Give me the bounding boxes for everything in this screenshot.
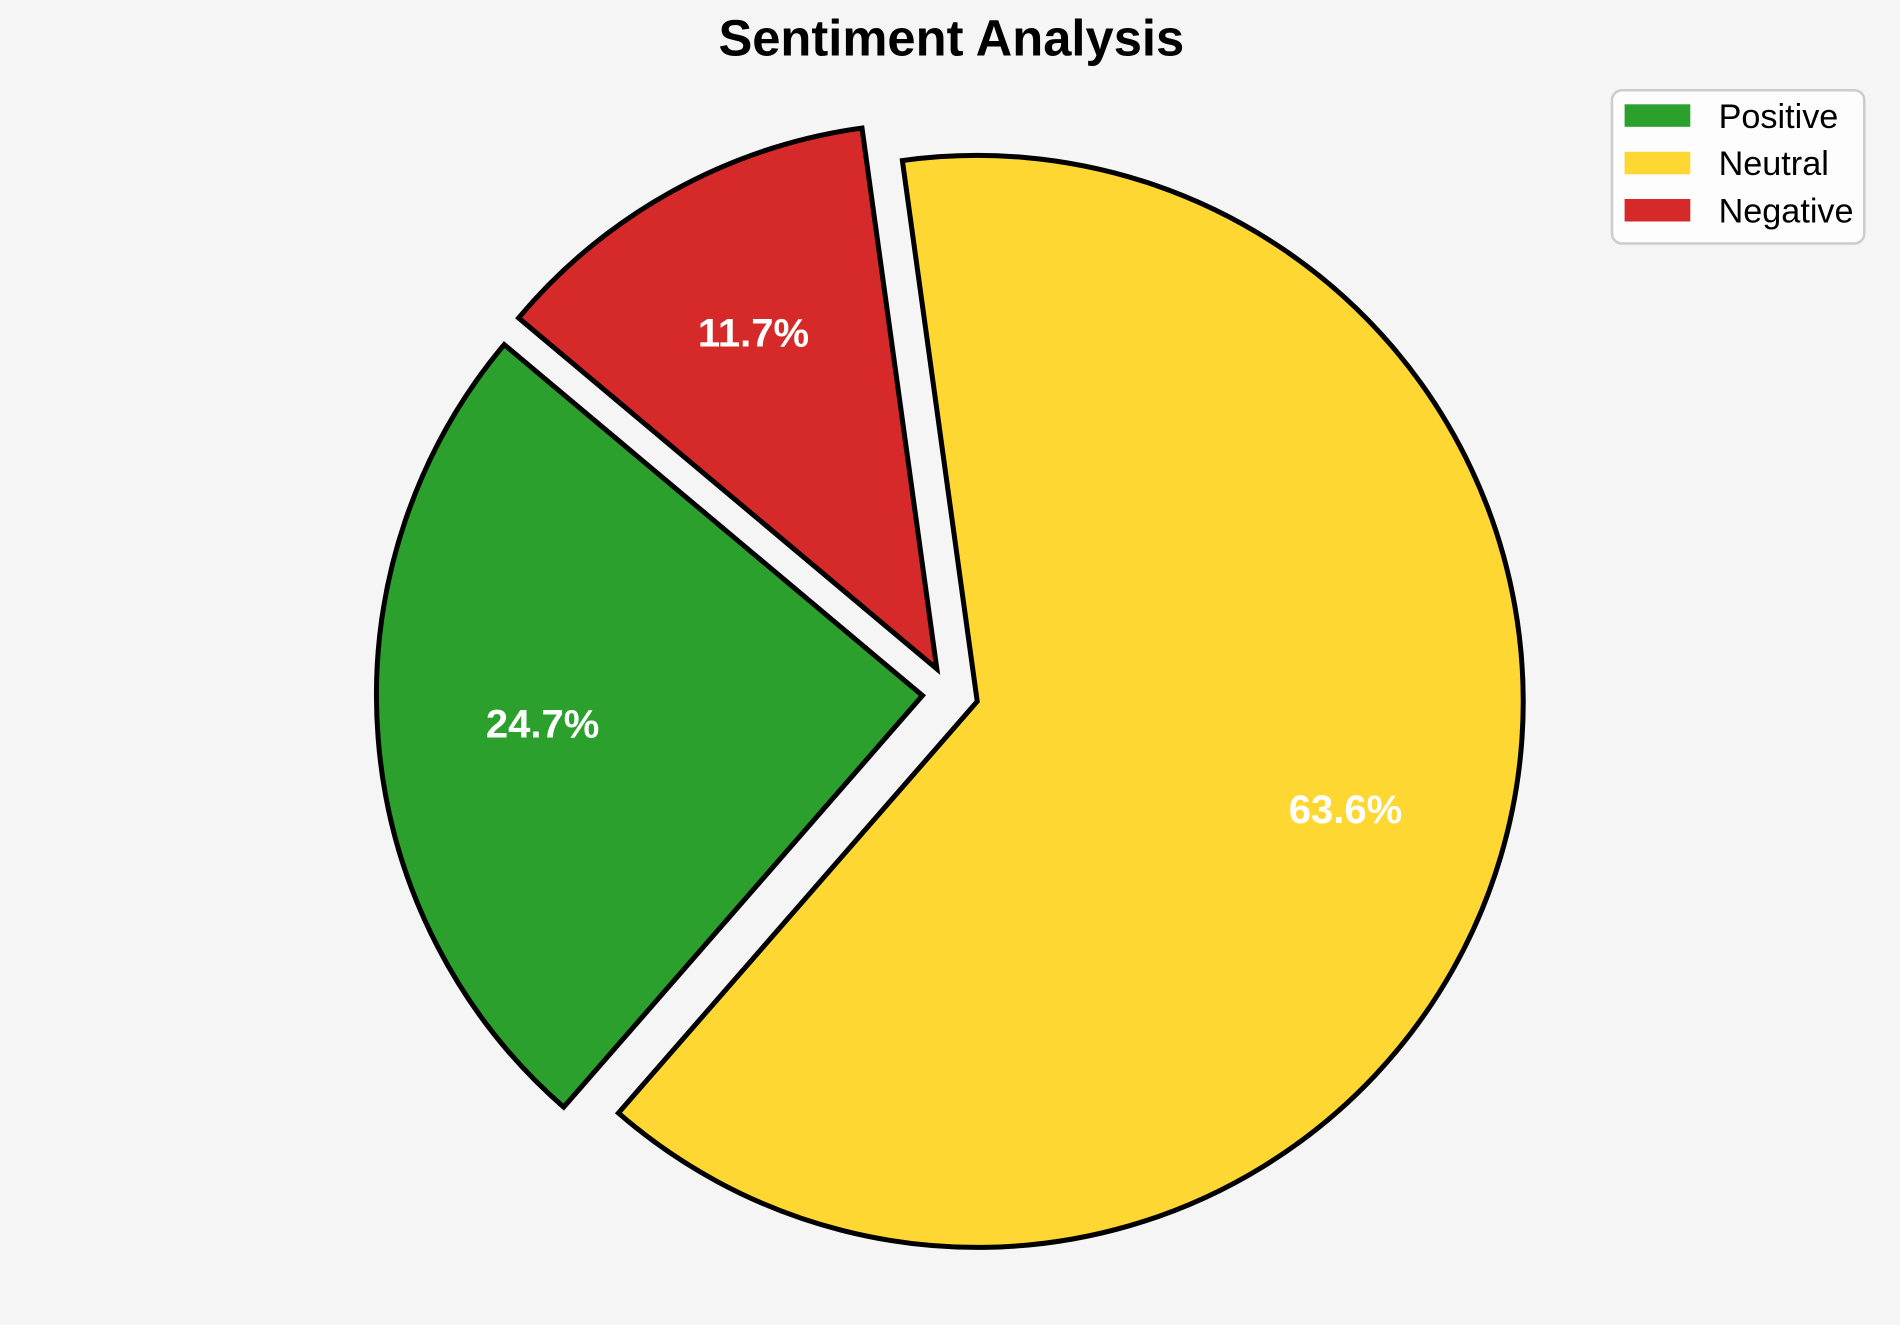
svg-text:Sentiment Analysis: Sentiment Analysis xyxy=(718,10,1184,67)
svg-text:63.6%: 63.6% xyxy=(1289,788,1402,832)
svg-text:Negative: Negative xyxy=(1719,192,1854,230)
svg-text:11.7%: 11.7% xyxy=(698,312,809,356)
svg-text:Neutral: Neutral xyxy=(1719,145,1829,183)
svg-text:24.7%: 24.7% xyxy=(486,703,599,747)
svg-text:Positive: Positive xyxy=(1719,98,1839,136)
